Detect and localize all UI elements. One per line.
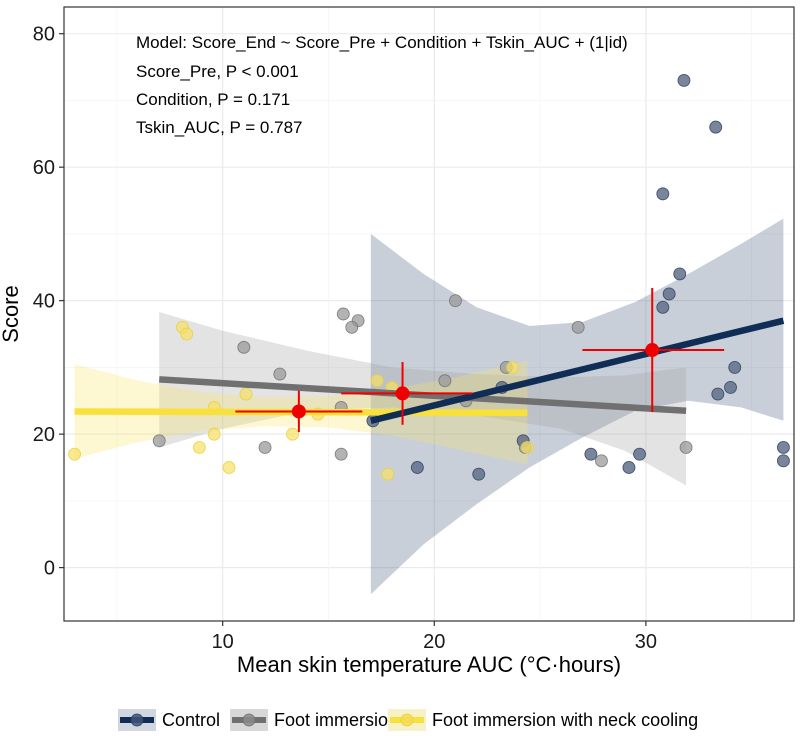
point-control: [656, 300, 670, 314]
x-tick-label: 30: [635, 631, 657, 653]
ci-band-foot-immersion: [159, 312, 687, 486]
point-control: [673, 267, 687, 281]
plot-panel-border: [63, 6, 795, 622]
point-control: [711, 387, 725, 401]
point-control: [584, 447, 598, 461]
mean-point: [645, 343, 660, 358]
point-foot-immersion: [273, 367, 287, 381]
point-foot-immersion-with-neck-cooling: [520, 441, 534, 454]
y-tick-label: 0: [44, 558, 55, 580]
point-foot-immersion: [152, 434, 166, 448]
point-control: [410, 461, 424, 474]
x-tick-label: 10: [212, 631, 234, 653]
point-foot-immersion-with-neck-cooling: [180, 327, 194, 341]
point-foot-immersion-with-neck-cooling: [506, 360, 520, 374]
point-foot-immersion: [448, 294, 462, 308]
annotation-tskin-auc: Tskin_AUC, P = 0.787: [136, 118, 302, 137]
point-foot-immersion: [438, 374, 452, 388]
point-foot-immersion: [679, 441, 693, 454]
gridlines: [64, 7, 794, 621]
fit-line-foot-immersion: [159, 376, 687, 415]
fit-line-control: [370, 317, 785, 424]
legend-dot-foot-immersion-with-neck-cooling: [400, 713, 414, 727]
point-foot-immersion: [571, 320, 585, 334]
point-foot-immersion: [334, 447, 348, 461]
point-control: [776, 441, 790, 454]
legend-label-foot-immersion-with-neck-cooling: Foot immersion with neck cooling: [432, 710, 698, 730]
mean-point: [395, 386, 410, 401]
point-foot-immersion-with-neck-cooling: [370, 374, 384, 388]
y-tick-label: 80: [33, 24, 55, 46]
point-foot-immersion-with-neck-cooling: [286, 427, 299, 441]
legend-label-foot-immersion: Foot immersion: [274, 710, 398, 730]
y-axis-title: Score: [0, 285, 23, 342]
point-foot-immersion-with-neck-cooling: [192, 441, 206, 454]
legend-dot-control: [130, 713, 144, 727]
x-axis-title: Mean skin temperature AUC (°C·hours): [237, 652, 621, 677]
legend-dot-foot-immersion: [242, 713, 256, 727]
x-axis-ticks: 10 20 30: [212, 621, 657, 653]
y-tick-label: 60: [33, 157, 55, 179]
mean-point: [291, 404, 306, 419]
point-control: [633, 447, 646, 461]
point-foot-immersion-with-neck-cooling: [222, 461, 236, 474]
point-control: [776, 454, 790, 468]
point-control: [709, 120, 723, 134]
point-foot-immersion: [258, 441, 272, 454]
point-foot-immersion-with-neck-cooling: [68, 447, 82, 461]
point-control: [677, 73, 691, 87]
annotation-model: Model: Score_End ~ Score_Pre + Condition…: [136, 33, 628, 52]
x-tick-label: 20: [423, 631, 445, 653]
point-control: [662, 287, 676, 301]
point-foot-immersion: [237, 340, 251, 354]
point-control: [622, 461, 636, 474]
legend-label-control: Control: [162, 710, 220, 730]
point-foot-immersion-with-neck-cooling: [239, 387, 253, 401]
y-tick-label: 40: [33, 291, 55, 313]
y-axis-ticks: 0 20 40 60 80: [33, 24, 64, 580]
point-control: [472, 467, 486, 481]
point-foot-immersion: [345, 320, 359, 334]
legend: Control Foot immersion Foot immersion with…: [118, 709, 698, 731]
point-foot-immersion-with-neck-cooling: [381, 467, 395, 481]
point-control: [656, 187, 670, 201]
group-means: [235, 287, 725, 433]
point-foot-immersion: [594, 454, 608, 468]
point-control: [728, 360, 742, 374]
y-tick-label: 20: [33, 424, 55, 446]
point-control: [724, 380, 737, 394]
annotation-score-pre: Score_Pre, P < 0.001: [136, 62, 299, 81]
annotation-condition: Condition, P = 0.171: [136, 90, 290, 109]
model-annotations: Model: Score_End ~ Score_Pre + Condition…: [136, 33, 628, 137]
point-foot-immersion: [336, 307, 350, 321]
point-foot-immersion-with-neck-cooling: [207, 427, 221, 441]
